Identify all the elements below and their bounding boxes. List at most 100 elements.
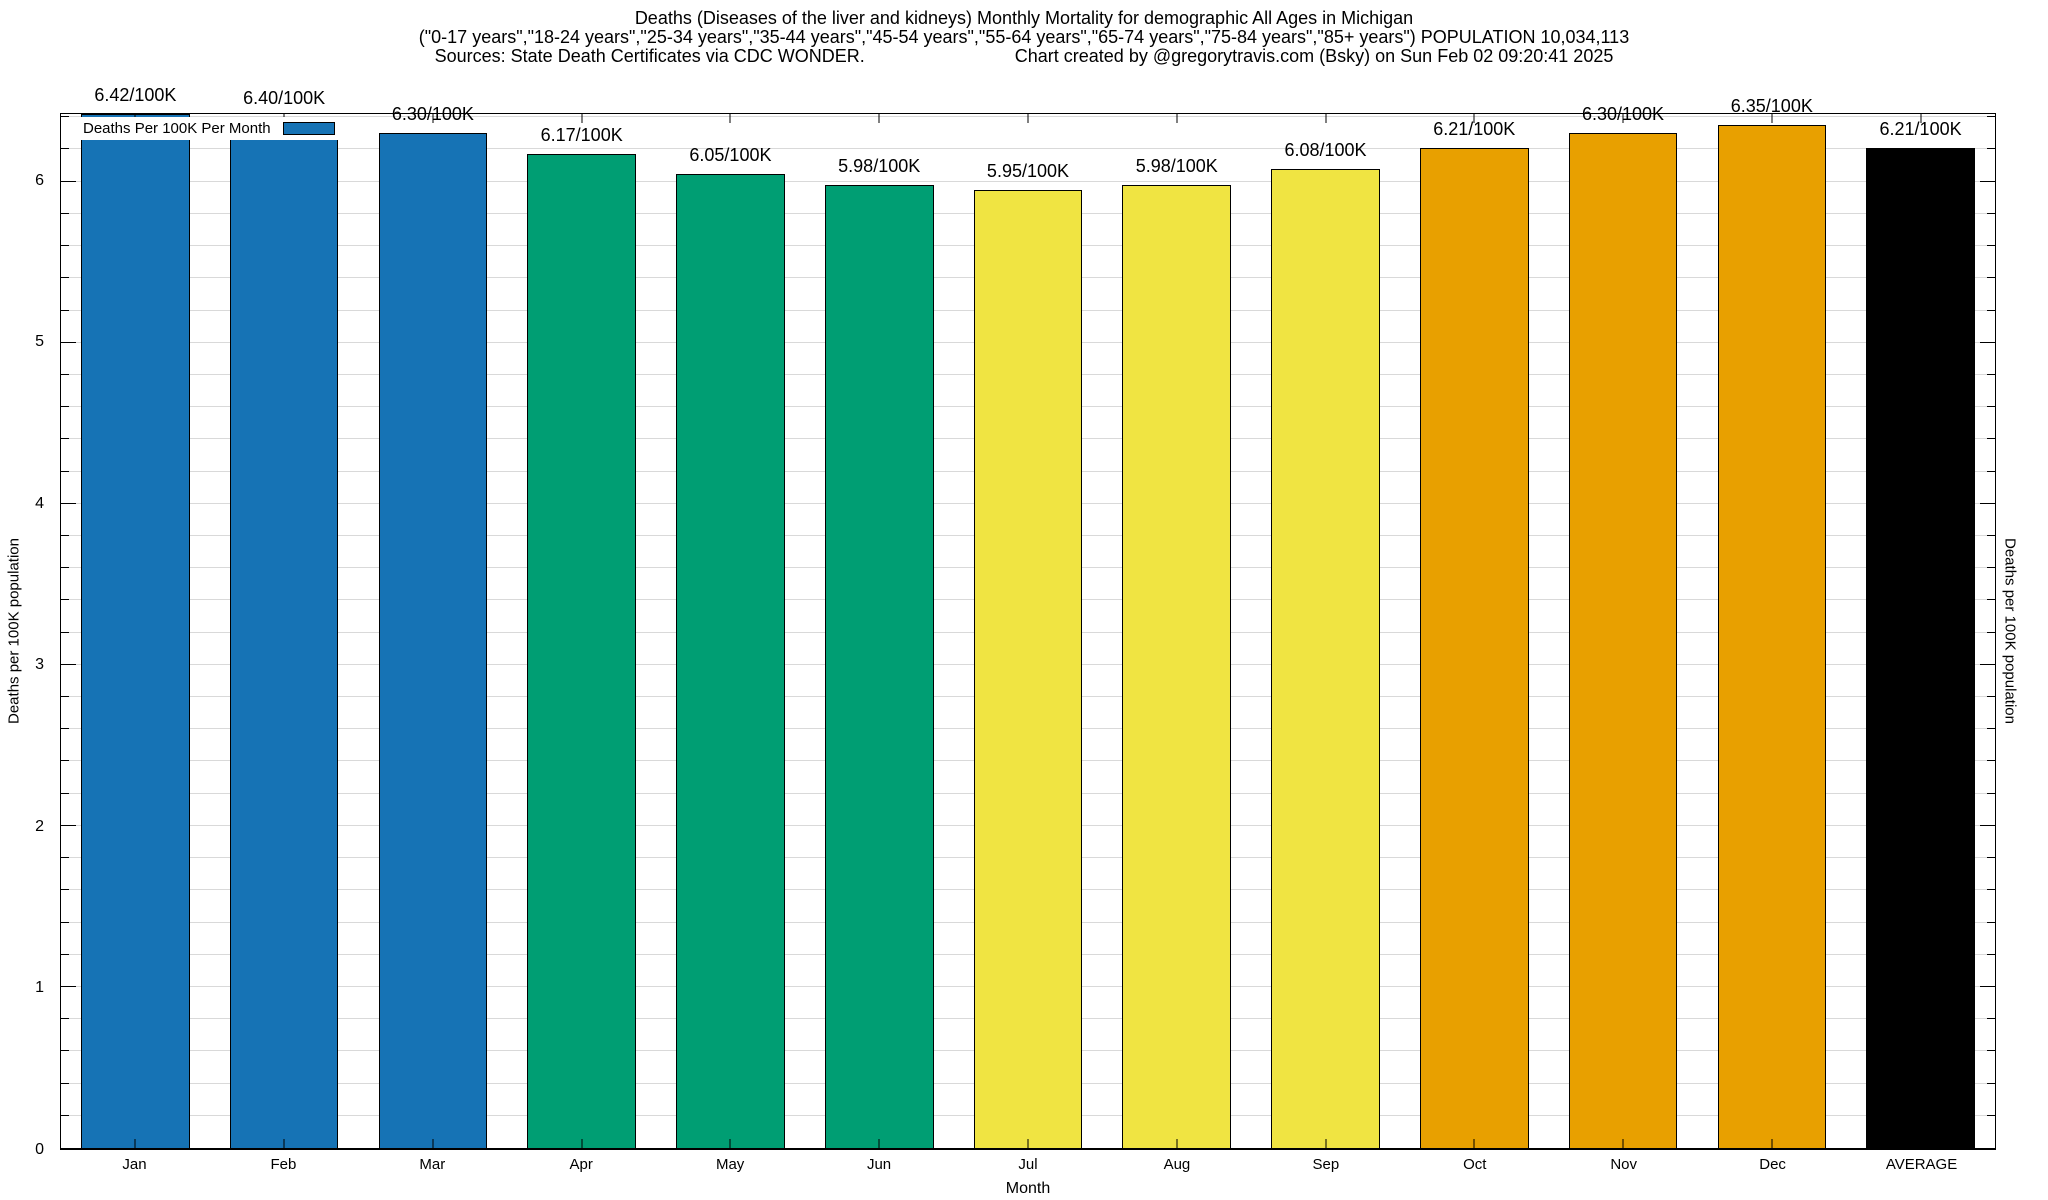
bar-value-label: 6.42/100K	[94, 85, 177, 105]
x-tick-bottom	[729, 1139, 731, 1148]
x-tick-label: Sep	[1312, 1156, 1340, 1173]
bar-value-label: 5.95/100K	[986, 160, 1070, 181]
x-axis-label: Month	[1005, 1180, 1051, 1197]
y-minor-tick	[61, 760, 69, 762]
x-tick-top	[1473, 114, 1475, 123]
bar-value-label: 6.40/100K	[243, 88, 326, 109]
y-minor-tick	[1987, 212, 1995, 214]
y-minor-tick	[61, 148, 69, 150]
y-minor-tick	[61, 1018, 69, 1020]
bar-average	[1866, 147, 1975, 1148]
bar-slot: 5.98/100K	[805, 114, 954, 1148]
gridline	[61, 148, 1995, 150]
bar-dec	[1717, 125, 1827, 1148]
y-major-tick	[1980, 985, 1995, 987]
bar-slot: 6.21/100K	[1400, 114, 1549, 1148]
bar-value-label: 6.05/100K	[689, 144, 772, 165]
bar-jul	[973, 189, 1083, 1148]
bar-slot: 6.30/100K	[1549, 104, 1698, 1148]
y-tick-label: 5	[35, 333, 44, 351]
chart-title-line1: Deaths (Diseases of the liver and kidney…	[634, 8, 1414, 28]
y-tick-label: 1	[35, 979, 44, 997]
y-major-tick	[1980, 180, 1995, 182]
y-tick-label: 6	[35, 171, 44, 189]
y-minor-tick	[1987, 373, 1995, 375]
y-minor-tick	[61, 921, 69, 923]
y-minor-tick	[61, 1082, 69, 1084]
bar-value-label: 6.08/100K	[1284, 139, 1367, 160]
y-minor-tick	[61, 212, 69, 214]
x-tick-bottom	[1771, 1139, 1773, 1148]
chart-credit-text: Chart created by @gregorytravis.com (Bsk…	[1014, 46, 1614, 66]
y-major-tick	[1980, 663, 1995, 665]
bar-slot: 6.17/100K	[507, 114, 656, 1148]
bar-slot: 6.08/100K	[1251, 114, 1400, 1148]
y-minor-tick	[61, 728, 69, 730]
y-minor-tick	[61, 116, 69, 118]
y-minor-tick	[61, 792, 69, 794]
y-major-tick	[61, 180, 76, 182]
y-minor-tick	[1987, 1050, 1995, 1052]
x-tick-top	[1771, 114, 1773, 123]
y-minor-tick	[1987, 921, 1995, 923]
bar-slot: 6.30/100K	[359, 104, 508, 1148]
y-minor-tick	[61, 889, 69, 891]
y-tick-label: 2	[35, 817, 44, 835]
legend-label: Deaths Per 100K Per Month	[83, 120, 271, 137]
y-tick-label: 4	[35, 494, 44, 512]
x-tick-label: May	[715, 1156, 745, 1173]
x-tick-label: Feb	[270, 1156, 297, 1173]
x-tick-bottom	[134, 1139, 136, 1148]
y-minor-tick	[61, 309, 69, 311]
bar-mar	[378, 133, 488, 1148]
chart-sources-text: Sources: State Death Certificates via CD…	[434, 46, 865, 66]
x-tick-top	[878, 114, 880, 123]
bar-slot: 5.95/100K	[954, 114, 1103, 1148]
bar-slot: 6.40/100K	[210, 88, 359, 1148]
y-minor-tick	[61, 599, 69, 601]
x-tick-label: Mar	[419, 1156, 446, 1173]
y-minor-tick	[1987, 245, 1995, 247]
y-minor-tick	[1987, 953, 1995, 955]
x-tick-label: AVERAGE	[1885, 1156, 1958, 1173]
x-tick-label: Jul	[1018, 1156, 1038, 1173]
x-tick-bottom	[1176, 1139, 1178, 1148]
x-tick-bottom	[283, 1139, 285, 1148]
legend-swatch	[282, 122, 335, 135]
y-minor-tick	[1987, 534, 1995, 536]
y-minor-tick	[61, 406, 69, 408]
x-tick-label: Dec	[1759, 1156, 1786, 1173]
y-minor-tick	[61, 1050, 69, 1052]
bar-feb	[229, 117, 339, 1148]
y-minor-tick	[1987, 696, 1995, 698]
bar-value-label: 6.17/100K	[540, 125, 623, 146]
x-tick-top	[1622, 114, 1624, 123]
y-minor-tick	[61, 438, 69, 440]
y-minor-tick	[1987, 116, 1995, 118]
y-axis-label-right: Deaths per 100K population	[2001, 538, 2019, 724]
bar-value-label: 6.21/100K	[1879, 118, 1962, 139]
x-tick-top	[1920, 114, 1922, 123]
y-minor-tick	[1987, 406, 1995, 408]
bars: 6.42/100K 6.40/100K 6.30/100K 6.17/100K 6.05…	[61, 85, 1995, 1148]
x-tick-bottom	[1027, 1139, 1029, 1148]
bar-aug	[1122, 184, 1232, 1148]
x-tick-bottom	[878, 1139, 880, 1148]
gridline	[61, 180, 1995, 182]
y-minor-tick	[61, 1114, 69, 1116]
x-tick-label: Nov	[1610, 1156, 1638, 1173]
y-minor-tick	[61, 696, 69, 698]
y-minor-tick	[61, 534, 69, 536]
x-tick-top	[1325, 114, 1327, 123]
y-minor-tick	[1987, 148, 1995, 150]
bar-slot: 6.35/100K	[1697, 96, 1846, 1148]
x-tick-label: Oct	[1463, 1156, 1487, 1173]
bar-nov	[1568, 133, 1678, 1148]
y-minor-tick	[1987, 599, 1995, 601]
x-tick-labels: Jan Feb Mar Apr May Jun Jul Aug Sep Oct Nov Dec AVER…	[60, 1156, 1996, 1173]
x-tick-top	[1027, 114, 1029, 123]
y-minor-tick	[1987, 857, 1995, 859]
bar-slot: 5.98/100K	[1102, 114, 1251, 1148]
x-tick-bottom	[1622, 1139, 1624, 1148]
x-tick-top	[581, 114, 583, 123]
